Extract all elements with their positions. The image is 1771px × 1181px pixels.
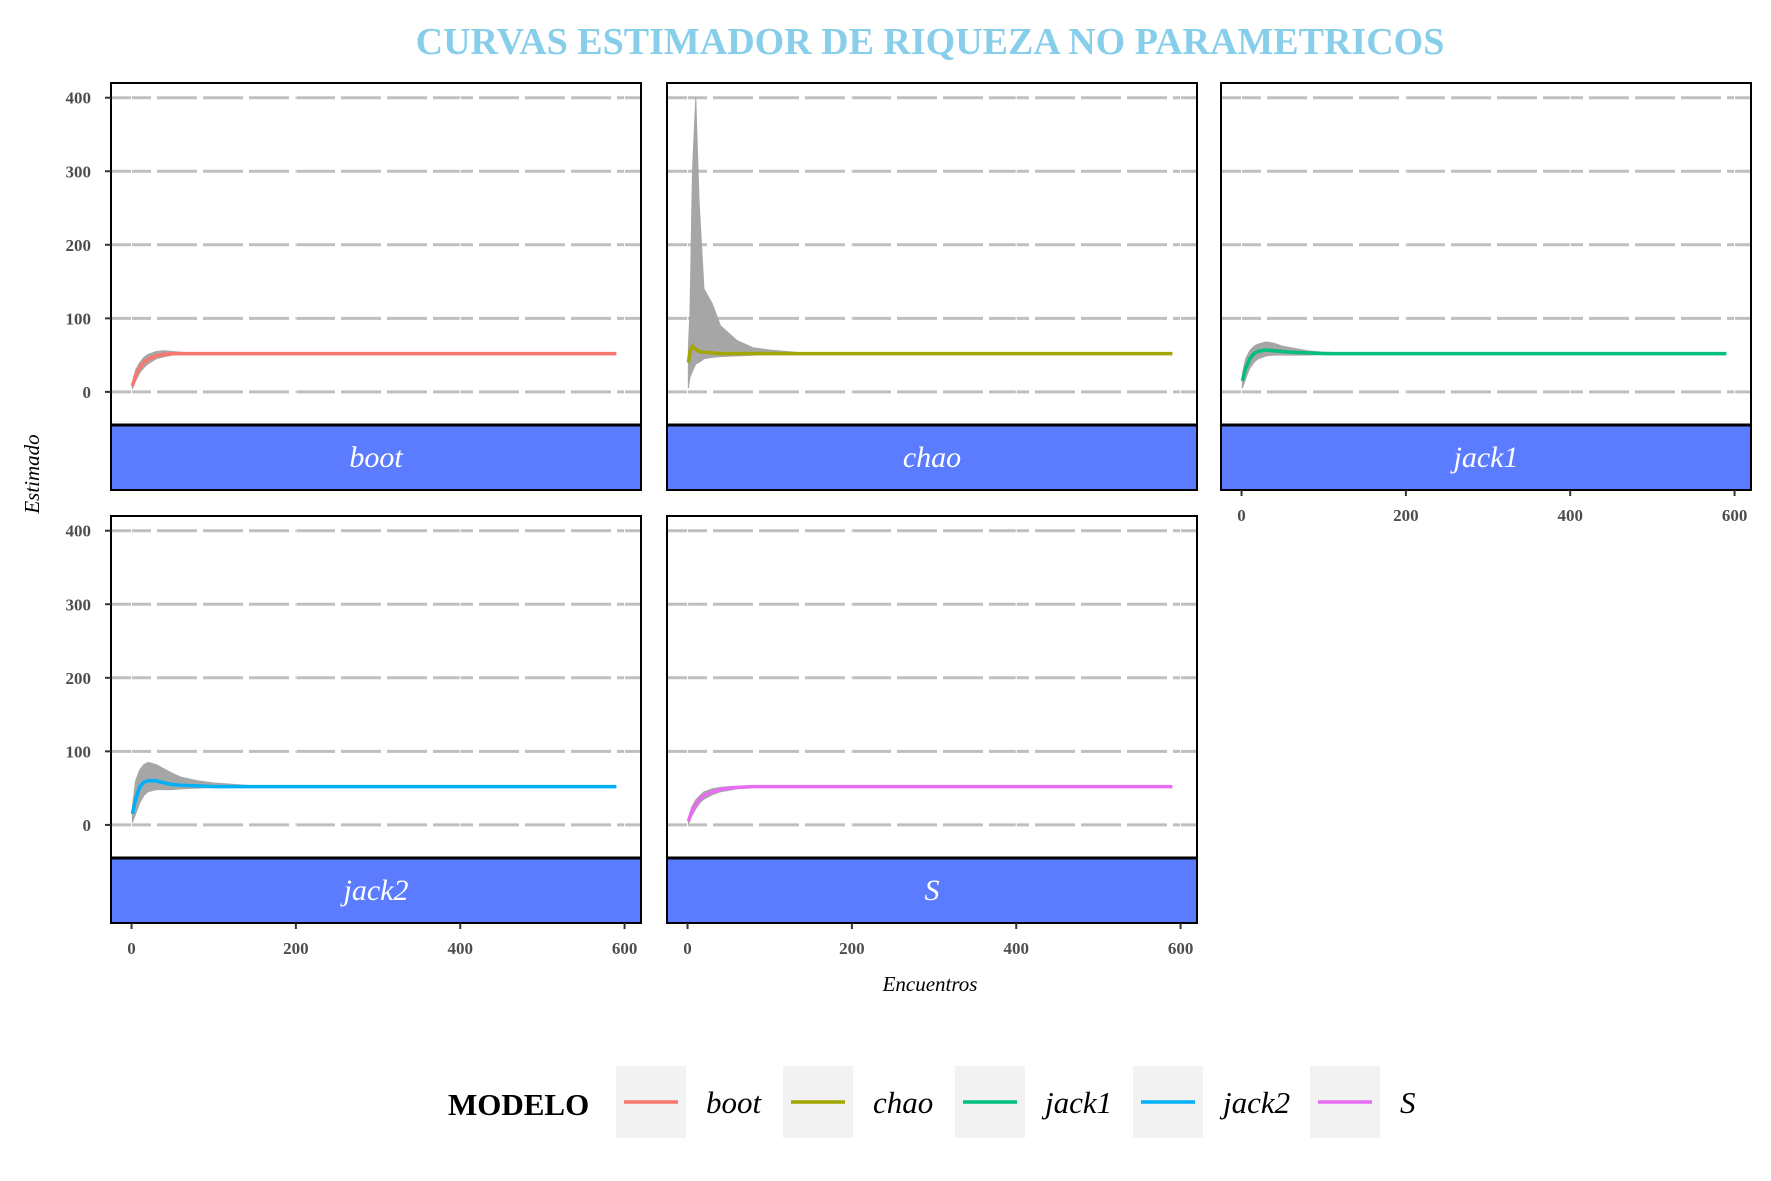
series-line-chao (686, 343, 1173, 363)
legend-label: S (1400, 1085, 1416, 1120)
y-tick-label: 0 (83, 816, 92, 835)
y-tick-label: 300 (66, 595, 92, 614)
x-tick-label: 400 (447, 939, 473, 958)
legend-item-S: S (1310, 1066, 1416, 1138)
facet-label-jack2: jack2 (340, 874, 409, 907)
legend: MODELO boot chao jack1 jack2 S (448, 1066, 1416, 1138)
facet-panel-S: S 0 200 400 600 (666, 515, 1198, 958)
x-tick-label: 200 (1393, 506, 1419, 525)
legend-item-jack2: jack2 (1133, 1066, 1290, 1138)
y-tick-label: 400 (66, 522, 92, 541)
panel-background (667, 83, 1197, 425)
legend-item-boot: boot (616, 1066, 763, 1138)
series-line-S (686, 784, 1173, 822)
facet-strip (666, 424, 1198, 491)
x-tick-label: 600 (612, 939, 638, 958)
legend-title: MODELO (448, 1087, 589, 1122)
y-tick-label: 0 (83, 383, 92, 402)
panel-background (111, 83, 641, 425)
panel-background (667, 516, 1197, 858)
facet-label-chao: chao (903, 441, 961, 474)
x-tick-label: 0 (1237, 506, 1246, 525)
facet-panel-jack1: jack1 0 200 400 600 (1220, 82, 1752, 525)
facet-panel-chao: chao (666, 82, 1198, 491)
legend-label: chao (873, 1085, 933, 1120)
panel-background (1221, 83, 1751, 425)
legend-item-jack1: jack1 (955, 1066, 1112, 1138)
y-tick-label: 200 (66, 236, 92, 255)
y-axis-title: Estimado (20, 434, 44, 514)
y-tick-label: 400 (66, 89, 92, 108)
facet-strip (110, 857, 642, 924)
y-tick-label: 300 (66, 162, 92, 181)
facet-label-S: S (925, 874, 940, 907)
legend-label: jack1 (1041, 1085, 1112, 1120)
legend-label: boot (706, 1085, 763, 1120)
panel-background (111, 516, 641, 858)
legend-item-chao: chao (783, 1066, 933, 1138)
facet-strip (1220, 424, 1752, 491)
x-tick-label: 600 (1722, 506, 1748, 525)
x-tick-label: 0 (683, 939, 692, 958)
facet-strip (110, 424, 642, 491)
legend-label: jack2 (1219, 1085, 1290, 1120)
y-tick-label: 100 (66, 742, 92, 761)
x-tick-label: 600 (1168, 939, 1194, 958)
x-tick-label: 0 (127, 939, 136, 958)
x-tick-label: 400 (1003, 939, 1029, 958)
chart-title: CURVAS ESTIMADOR DE RIQUEZA NO PARAMETRI… (416, 21, 1445, 63)
x-tick-label: 200 (283, 939, 309, 958)
x-tick-label: 400 (1557, 506, 1583, 525)
x-axis-title: Encuentros (882, 972, 978, 996)
y-tick-label: 100 (66, 309, 92, 328)
series-line-jack1 (1240, 348, 1727, 382)
series-line-boot (130, 351, 617, 387)
series-line-jack2 (130, 779, 617, 815)
facet-panel-boot: boot 0 100 200 300 400 (66, 82, 642, 491)
y-tick-label: 200 (66, 669, 92, 688)
facet-strip (666, 857, 1198, 924)
facet-label-jack1: jack1 (1450, 441, 1519, 474)
x-tick-label: 200 (839, 939, 865, 958)
facet-label-boot: boot (349, 441, 403, 474)
facet-panel-jack2: jack2 0 100 200 300 400 0 200 400 600 (66, 515, 642, 958)
